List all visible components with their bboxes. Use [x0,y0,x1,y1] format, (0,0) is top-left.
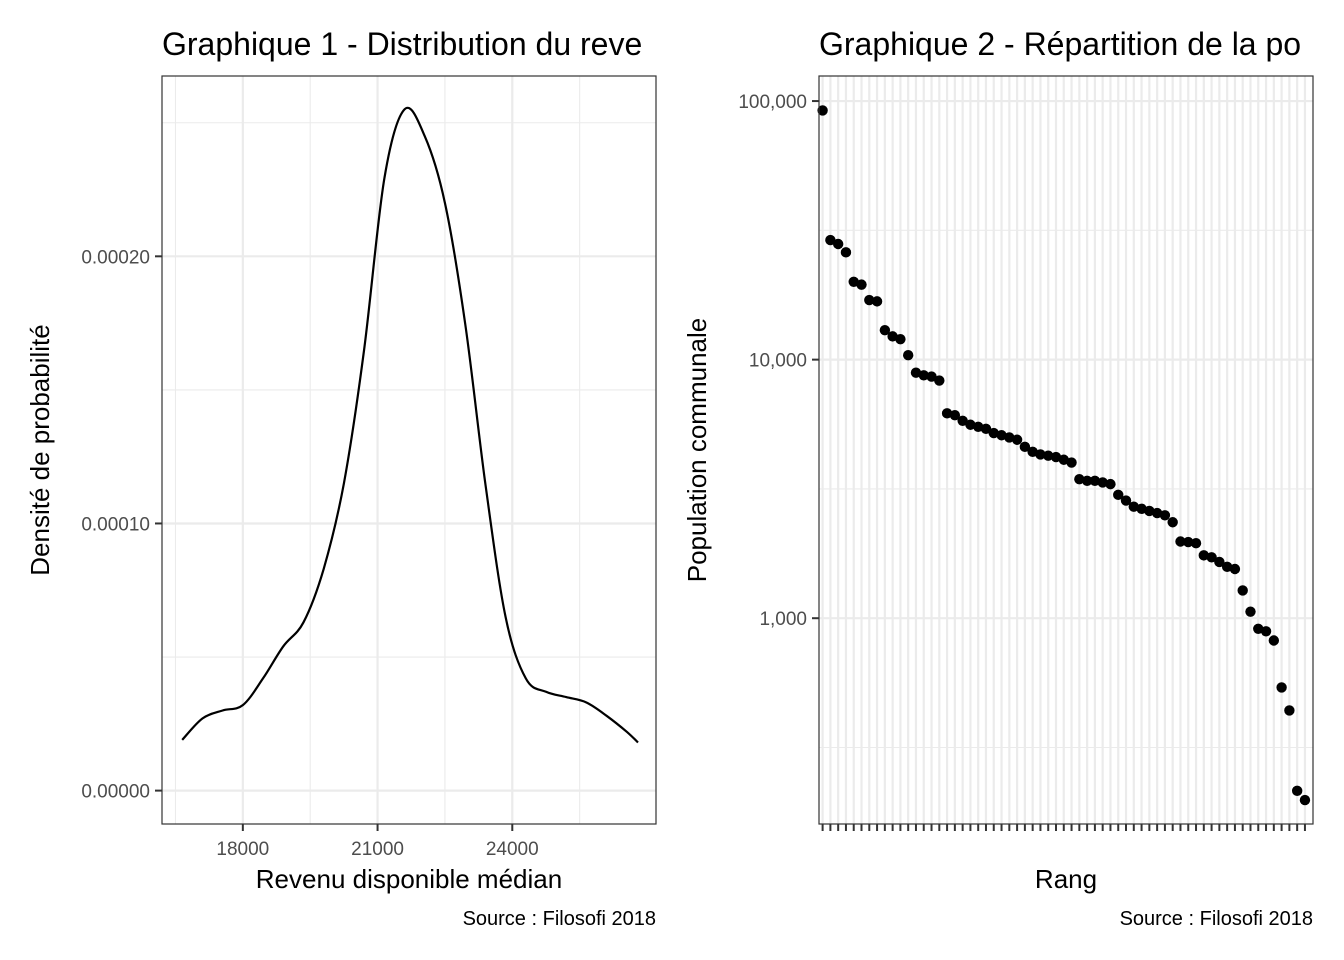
chart-2-point [965,419,976,430]
chart-2-point [926,371,937,382]
chart-2-point [1190,538,1202,549]
chart-2-point [879,324,891,336]
chart-2-point [918,370,929,381]
chart-2-point [1066,457,1077,468]
chart-2-point [832,238,844,250]
chart-2-point [1081,475,1093,486]
chart-2-point [1120,495,1132,506]
chart-2-point [1206,552,1217,563]
chart-1-density-line [181,106,639,744]
chart-2-point [941,408,953,419]
chart-2-title: Graphique 2 - Répartition de la po [819,26,1301,62]
chart-2-point [949,409,961,421]
chart-2-point [1105,478,1116,490]
chart-1-panel-border [161,75,657,825]
chart-2-y-tick-label: 10,000 [749,351,807,372]
chart-1-y-tick-label: 0.00000 [81,782,150,803]
chart-2-panel-border [818,75,1314,825]
chart-2-point [1035,449,1046,460]
chart-1-grid [162,76,656,824]
chart-2-point [1074,473,1085,485]
chart-2-point [856,279,867,290]
chart-2-point [1198,550,1210,561]
chart-1-caption: Source : Filosofi 2018 [463,908,656,930]
chart-2-point [1260,626,1272,637]
chart-2-point [1167,517,1178,528]
chart-2-point [1113,489,1124,501]
chart-2-point [1128,501,1139,512]
chart-2-y-axis-title: Population communale [682,318,712,583]
chart-2-point [1229,563,1241,575]
chart-2-point [934,375,945,386]
chart-2-point [895,333,906,345]
chart-2-point [957,415,968,427]
chart-2-point [1268,635,1280,646]
chart-2-y-axis: 1,000 10,000 100,000 [738,92,819,630]
chart-2-point [871,296,883,307]
chart-2-x-axis-title: Rang [1035,864,1097,894]
chart-2-point [902,350,914,361]
chart-2-point [817,105,828,116]
chart-2-point [825,234,836,246]
chart-2-point [1276,682,1287,693]
chart-1-x-tick-label: 24000 [486,839,539,860]
chart-2-point [1159,510,1171,521]
chart-2-point [1214,556,1225,568]
chart-1-density: Graphique 1 - Distribution du reve 0.000… [25,26,657,930]
chart-2-point [1011,434,1023,445]
chart-2-point [1183,536,1194,548]
chart-2-point [1299,794,1311,806]
chart-1-y-tick-label: 0.00010 [81,514,150,535]
chart-2-point [1291,785,1303,797]
chart-2-y-tick-label: 100,000 [738,92,807,113]
chart-2-y-tick-label: 1,000 [759,609,807,630]
chart-2-point [1245,606,1256,617]
chart-2-x-axis [821,824,1306,831]
chart-2-point [980,423,992,435]
chart-1-plot-area [181,106,639,744]
chart-2-point [1089,475,1101,486]
chart-2-point [1019,441,1031,453]
chart-2-point [973,421,984,432]
chart-1-x-axis: 18000 21000 24000 [216,824,539,860]
chart-2-point [1097,477,1108,488]
chart-2-grid [819,76,1313,824]
chart-1-x-axis-title: Revenu disponible médian [256,864,562,894]
chart-1-y-axis-title: Densité de probabilité [25,324,55,576]
chart-2-point [1043,450,1054,461]
chart-2-point [1237,585,1248,596]
chart-1-title: Graphique 1 - Distribution du reve [162,26,642,62]
chart-2-point [840,247,852,258]
chart-1-x-tick-label: 18000 [216,839,269,860]
chart-1-y-axis: 0.00000 0.00010 0.00020 [81,247,162,803]
chart-2-plot-area [817,105,1311,806]
chart-2-scatter: Graphique 2 - Répartition de la po 1,000… [682,26,1314,930]
chart-2-point [864,294,875,306]
chart-2-point [1175,536,1186,547]
chart-2-point [1284,705,1295,716]
chart-2-caption: Source : Filosofi 2018 [1120,908,1313,930]
chart-1-y-tick-label: 0.00020 [81,247,150,268]
chart-1-x-tick-label: 21000 [351,839,404,860]
